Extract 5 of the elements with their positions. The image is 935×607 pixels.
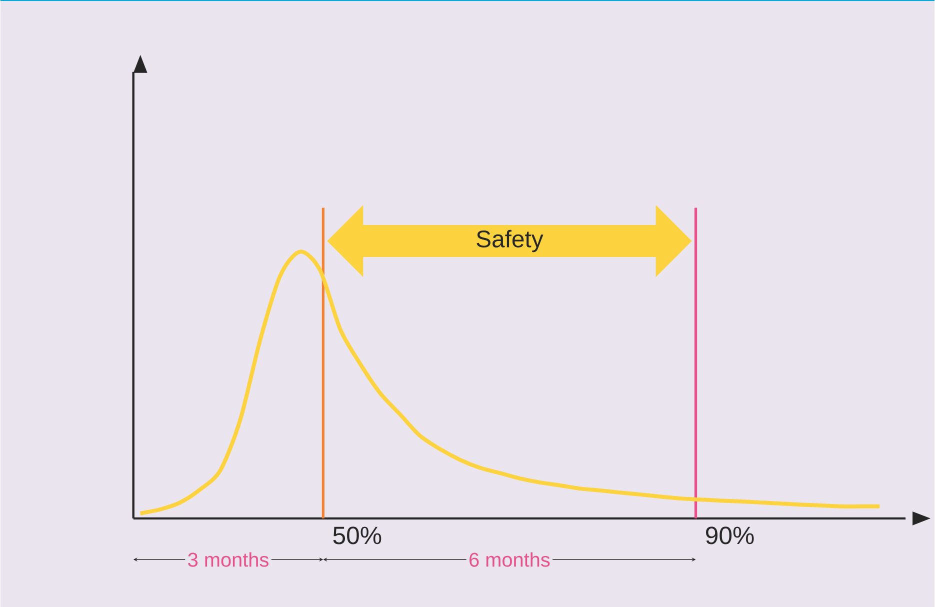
annotation: Safety	[476, 230, 544, 252]
text: 3 months	[188, 552, 268, 567]
text: 90%	[706, 526, 754, 544]
text: 6 months	[470, 552, 550, 567]
text: 50%	[333, 526, 382, 544]
